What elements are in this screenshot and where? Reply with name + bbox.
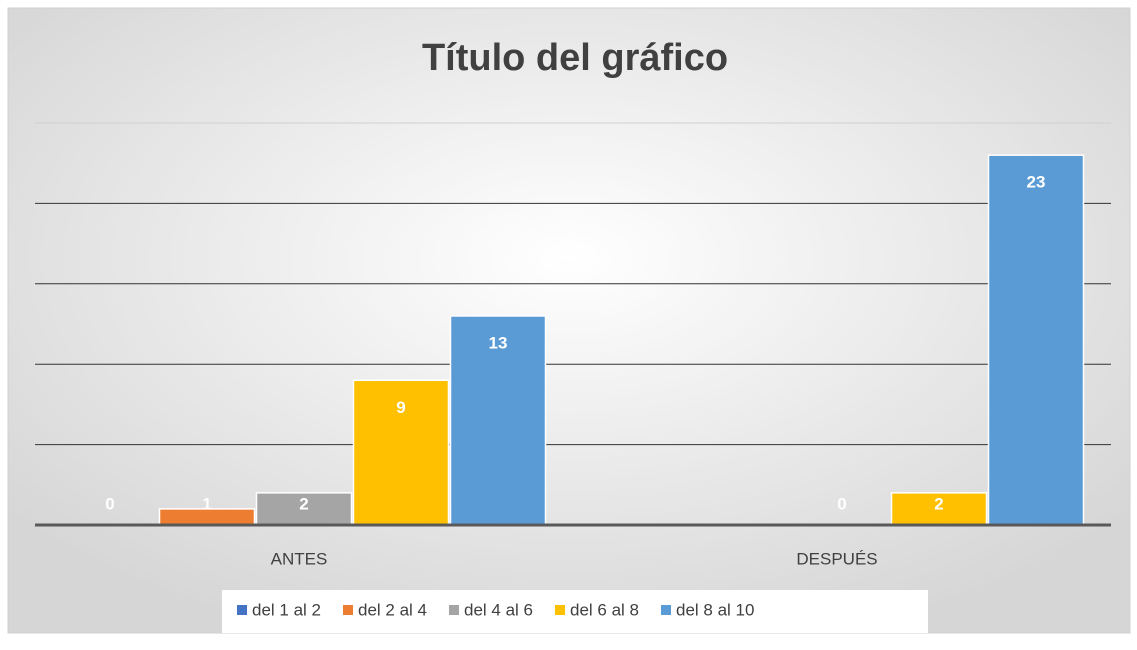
legend-label: del 8 al 10 [676, 600, 754, 619]
legend-swatch [343, 605, 353, 615]
legend-swatch [237, 605, 247, 615]
bar [352, 379, 450, 526]
bar [449, 315, 547, 526]
data-label: 23 [1027, 173, 1046, 192]
data-label: 0 [837, 494, 846, 513]
legend-label: del 4 al 6 [464, 600, 533, 619]
bar [987, 154, 1085, 526]
x-tick-label: ANTES [271, 549, 328, 568]
data-label: 2 [934, 494, 943, 513]
data-label: 1 [202, 494, 211, 513]
legend-swatch [555, 605, 565, 615]
legend-label: del 1 al 2 [252, 600, 321, 619]
x-tick-label: DESPUÉS [796, 549, 877, 568]
legend-label: del 2 al 4 [358, 600, 427, 619]
legend-label: del 6 al 8 [570, 600, 639, 619]
legend-box [222, 590, 928, 633]
data-label: 0 [105, 494, 114, 513]
legend-swatch [661, 605, 671, 615]
legend-swatch [449, 605, 459, 615]
data-label: 13 [489, 333, 508, 352]
data-label: 9 [396, 398, 405, 417]
bar [890, 492, 988, 526]
data-label: 2 [299, 494, 308, 513]
bar [255, 492, 353, 526]
chart-background [7, 7, 1131, 634]
chart-title: Título del gráfico [422, 37, 728, 79]
